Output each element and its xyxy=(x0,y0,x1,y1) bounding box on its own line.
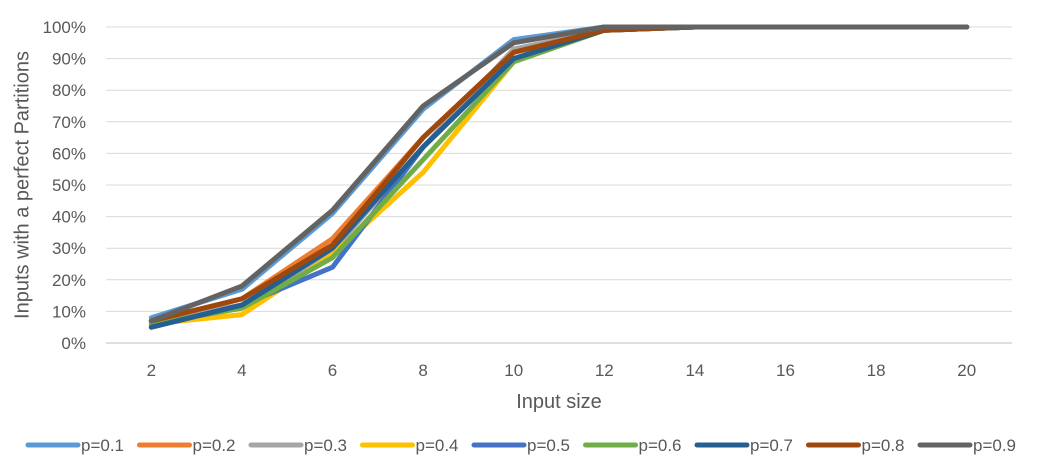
y-tick-label: 10% xyxy=(52,302,86,321)
legend-label: p=0.9 xyxy=(973,436,1016,455)
y-tick-label: 40% xyxy=(52,208,86,227)
y-tick-label: 90% xyxy=(52,50,86,69)
y-tick-label: 70% xyxy=(52,113,86,132)
x-tick-label: 2 xyxy=(147,361,156,380)
series-line-p=0.9 xyxy=(148,24,970,324)
series-lines xyxy=(148,24,970,330)
legend-item: p=0.1 xyxy=(25,436,124,455)
y-tick-label: 20% xyxy=(52,271,86,290)
y-axis-title: Inputs with a perfect Partitions xyxy=(11,51,33,319)
legend-label: p=0.5 xyxy=(527,436,570,455)
x-tick-label: 8 xyxy=(418,361,427,380)
x-tick-label: 10 xyxy=(504,361,523,380)
legend-label: p=0.6 xyxy=(639,436,682,455)
legend-label: p=0.3 xyxy=(304,436,347,455)
x-tick-label: 20 xyxy=(957,361,976,380)
legend-label: p=0.8 xyxy=(862,436,905,455)
legend-label: p=0.4 xyxy=(416,436,459,455)
x-tick-label: 18 xyxy=(867,361,886,380)
y-tick-label: 30% xyxy=(52,239,86,258)
y-tick-label: 80% xyxy=(52,81,86,100)
legend-item: p=0.5 xyxy=(471,436,570,455)
y-tick-label: 100% xyxy=(43,18,86,37)
x-tick-label: 12 xyxy=(595,361,614,380)
legend-label: p=0.7 xyxy=(750,436,793,455)
x-tick-label: 4 xyxy=(237,361,246,380)
x-axis-title: Input size xyxy=(516,391,602,413)
legend-item: p=0.3 xyxy=(248,436,347,455)
grid-lines xyxy=(106,26,1012,344)
x-tick-label: 14 xyxy=(685,361,704,380)
series-line-p=0.2 xyxy=(148,24,970,324)
y-tick-label: 0% xyxy=(61,334,86,353)
y-tick-label: 50% xyxy=(52,176,86,195)
legend-item: p=0.4 xyxy=(360,436,459,455)
x-tick-label: 6 xyxy=(328,361,337,380)
legend-item: p=0.9 xyxy=(917,436,1016,455)
legend-label: p=0.1 xyxy=(81,436,124,455)
legend-item: p=0.2 xyxy=(137,436,236,455)
series-line-p=0.1 xyxy=(148,24,970,321)
legend-item: p=0.6 xyxy=(583,436,682,455)
legend-item: p=0.7 xyxy=(694,436,793,455)
x-tick-label: 16 xyxy=(776,361,795,380)
legend-item: p=0.8 xyxy=(806,436,905,455)
legend-label: p=0.2 xyxy=(193,436,236,455)
legend: p=0.1 p=0.2 p=0.3 p=0.4 p=0.5 p=0.6 p=0.7 p=0.8… xyxy=(25,436,1016,455)
tick-labels: 0% 10% 20% 30% 40% 50% 60% 70% 80% 90% 100% 2 4 6 8 10 1… xyxy=(43,18,977,380)
y-tick-label: 60% xyxy=(52,144,86,163)
